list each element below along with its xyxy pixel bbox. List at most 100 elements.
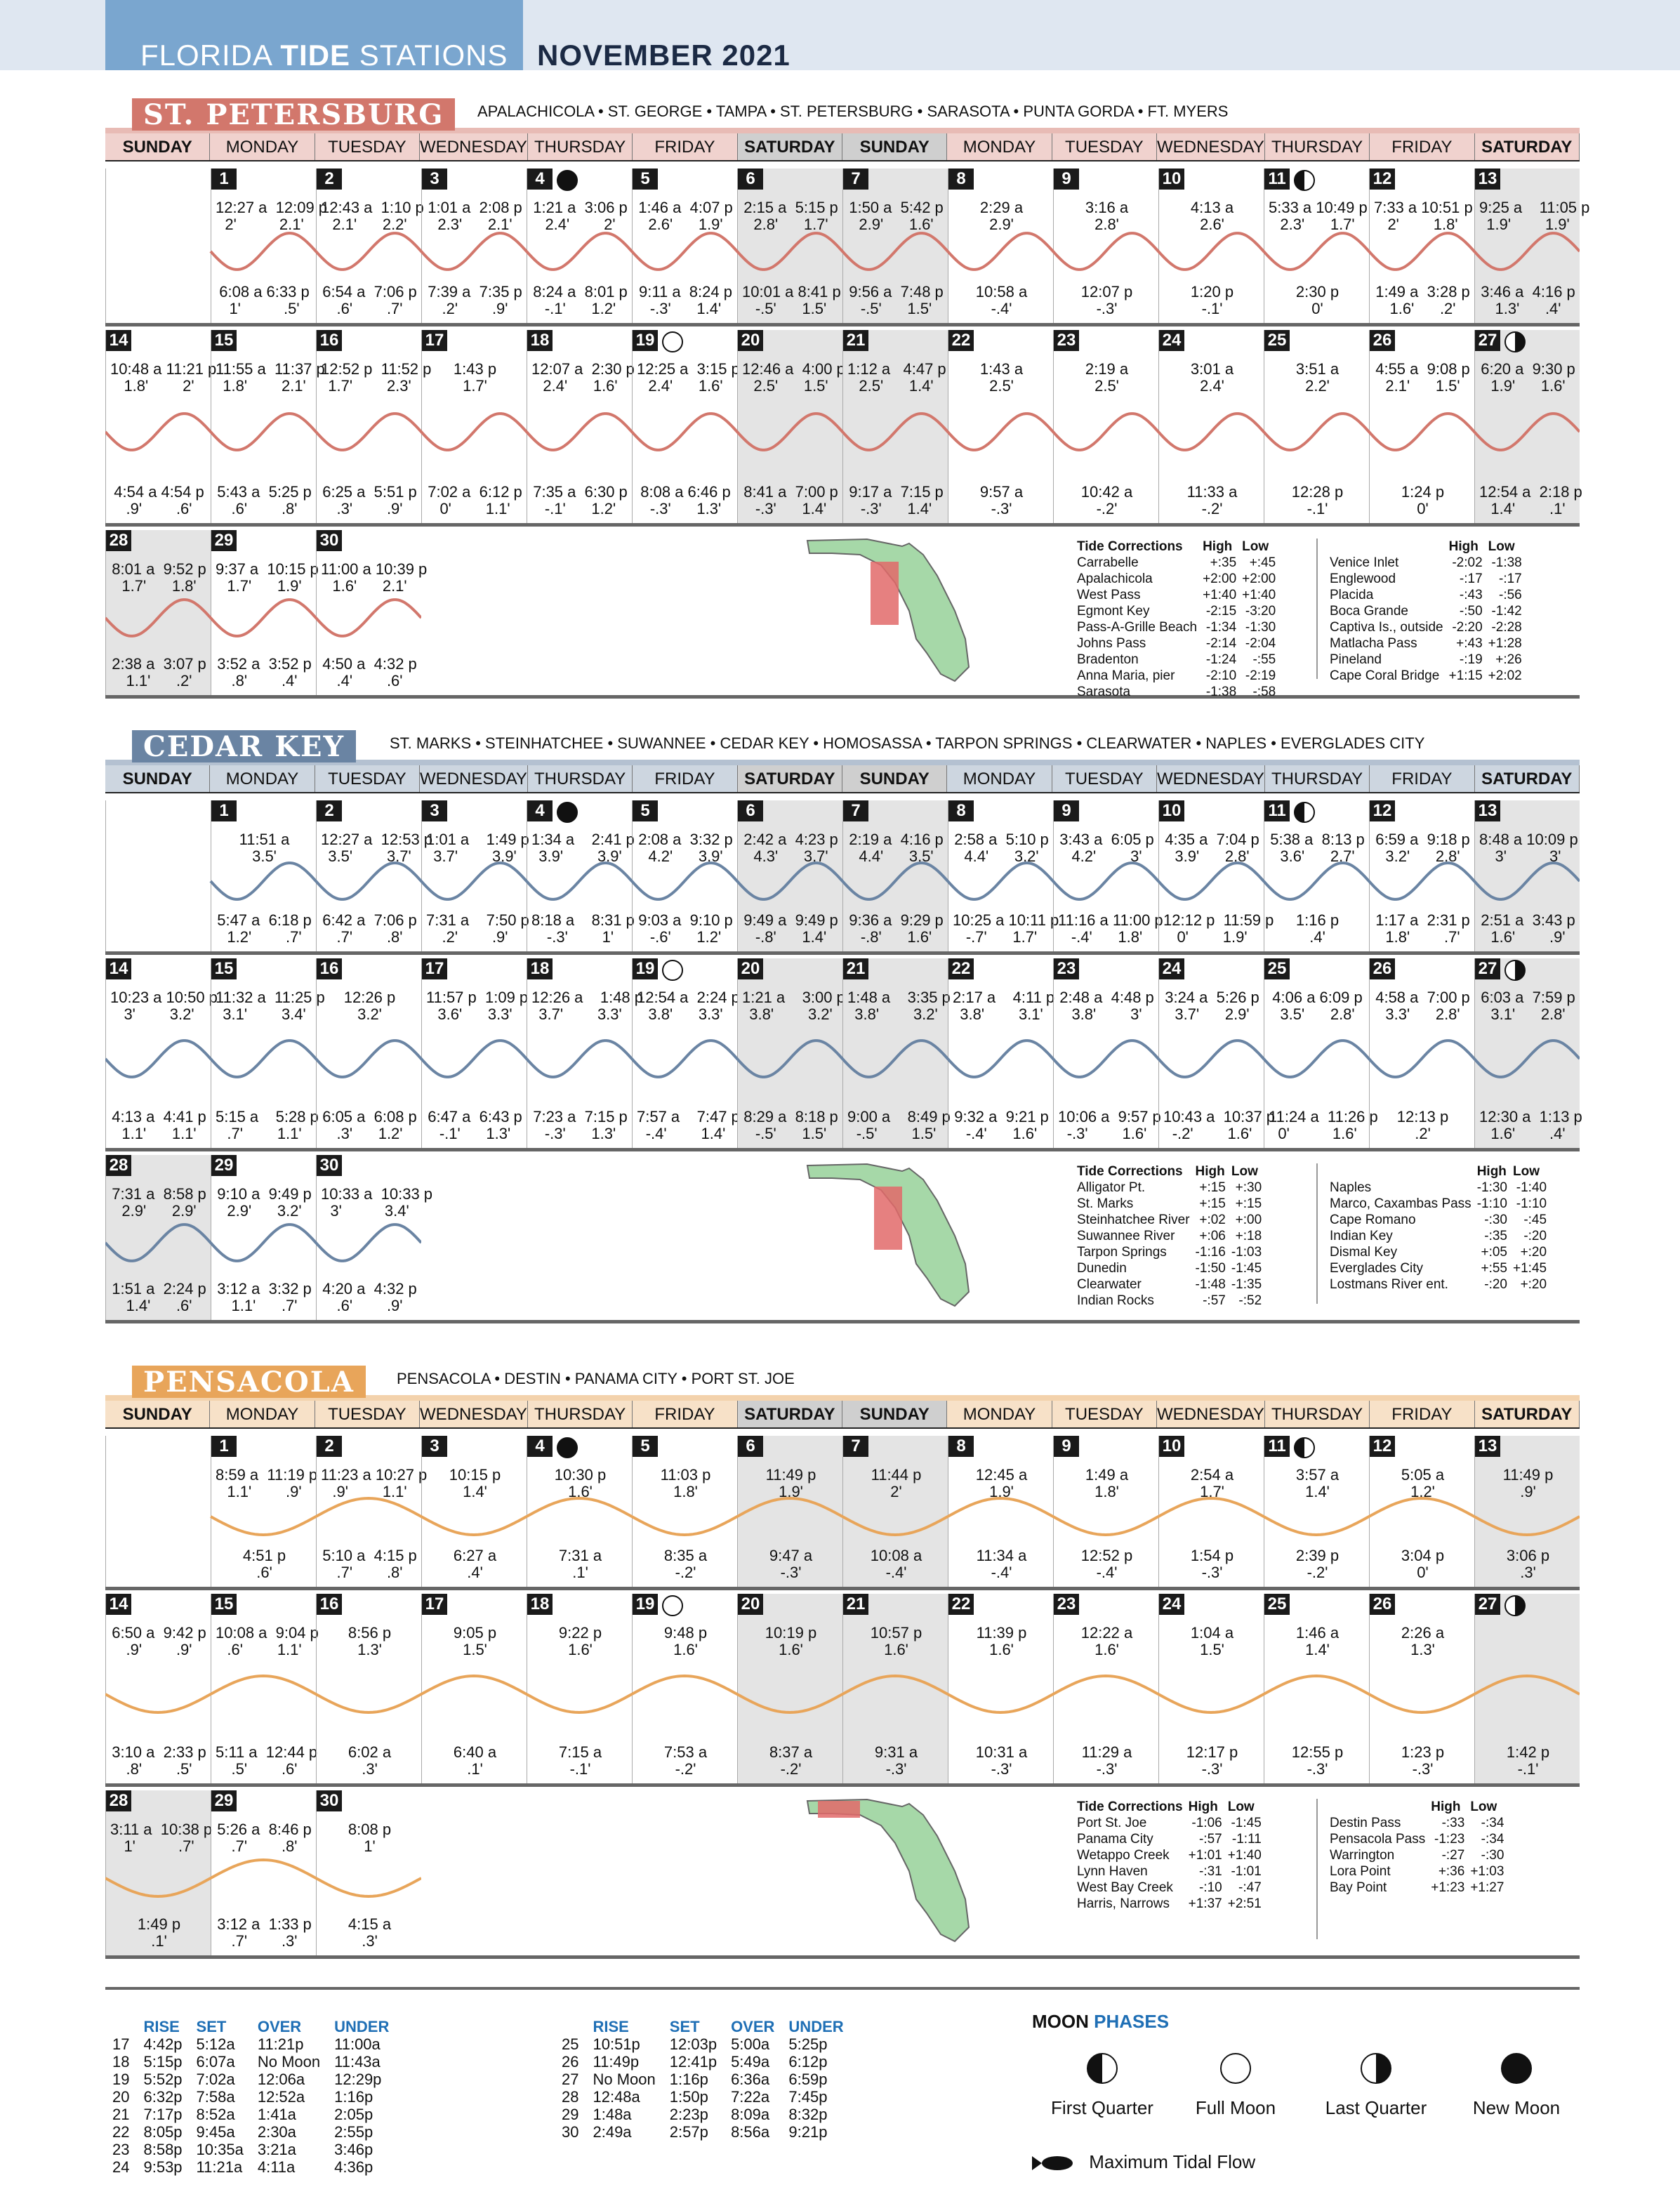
low-tide-times: 5:47 a 6:18 p 1.2' .7' (217, 911, 312, 946)
last-moon-icon (1504, 1595, 1526, 1616)
tide-wave (105, 412, 1580, 451)
high-tide-times: 11:44 p 2' (871, 1466, 922, 1500)
correction-offset: +:36 (1438, 1864, 1465, 1879)
date-number: 17 (422, 1594, 447, 1615)
correction-offset: -1:06 (1191, 1816, 1222, 1830)
correction-offset: -3:20 (1245, 604, 1276, 619)
correction-offset: -2:19 (1245, 668, 1276, 683)
date-number: 10 (1159, 1436, 1184, 1457)
corrections-title (1327, 1799, 1428, 1815)
corrections-header: Low (1231, 1164, 1258, 1179)
correction-offset: -1:40 (1516, 1180, 1547, 1195)
correction-station: Everglades City (1330, 1261, 1424, 1276)
day-name: FRIDAY (633, 765, 738, 792)
corrections-divider (1316, 539, 1318, 679)
date-number: 29 (211, 1155, 237, 1176)
day-name: TUESDAY (1052, 133, 1157, 160)
day-cell: 16 8:56 p 1.3' 6:02 a .3' (316, 1594, 421, 1783)
date-number: 22 (948, 330, 974, 351)
moon-table-day: 20 (112, 2088, 130, 2106)
correction-offset: -:57 (1198, 1832, 1222, 1847)
moon-times-left: RISE SET OVER UNDER 17 4:42p 5:12a 11:21p 11:00a… (105, 2018, 396, 2176)
high-tide-times: 1:43 p 1.7' (453, 360, 497, 395)
date-number: 23 (1054, 958, 1079, 979)
moon-table-time: 2:30a (257, 2123, 296, 2141)
day-name: SUNDAY (105, 133, 211, 160)
moon-table-time: 12:48a (593, 2088, 640, 2106)
low-tide-times: 9:49 a 9:49 p -.8' 1.4' (743, 911, 838, 946)
high-tide-times: 10:57 p 1.6' (870, 1624, 922, 1658)
date-number: 14 (106, 1594, 131, 1615)
day-name: TUESDAY (1052, 1401, 1157, 1427)
day-name: MONDAY (210, 133, 315, 160)
high-tide-times: 12:07 a 2:30 p 2.4' 1.6' (531, 360, 635, 395)
date-number: 25 (1264, 958, 1290, 979)
date-number: 11 (1264, 800, 1290, 821)
correction-offset: +2:00 (1242, 572, 1276, 586)
moon-table-header: SET (669, 2018, 700, 2035)
moon-table-time: 1:48a (593, 2106, 632, 2123)
low-tide-times: 8:37 a -.2' (769, 1743, 813, 1778)
date-number: 17 (422, 330, 447, 351)
low-tide-times: 10:58 a -.4' (975, 283, 1028, 317)
date-number: 25 (1264, 330, 1290, 351)
legend-first-quarter: First Quarter (1032, 2053, 1172, 2119)
day-cell: 25 3:51 a 2.2' 12:28 p -.1' (1264, 330, 1369, 523)
high-tide-times: 1:01 a 2:08 p 2.3' 2.1' (428, 199, 522, 233)
correction-station: Indian Key (1330, 1229, 1393, 1243)
corrections-header: High (1188, 1800, 1218, 1814)
moon-table-day: 24 (112, 2158, 130, 2176)
moon-table-day: 27 (562, 2071, 579, 2088)
correction-offset: -:34 (1481, 1832, 1504, 1847)
week-row: 1 8:59 a 11:19 p 1.1' .9' 4:51 p .6' 2 11:23… (105, 1436, 1580, 1590)
high-tide-times: 12:52 p 11:52 p 1.7' 2.3' (321, 360, 432, 395)
correction-offset: +:00 (1235, 1213, 1262, 1227)
correction-offset: +:35 (1210, 555, 1237, 570)
day-cell: 3 1:01 a 1:49 p 3.7' 3.9' 7:31 a 7:50 p .2… (421, 800, 529, 951)
high-tide-times: 2:42 a 4:23 p 4.3' 3.7' (743, 831, 838, 865)
day-cell: 19 12:25 a 3:15 p 2.4' 1.6' 8:08 a 6:46 p … (632, 330, 740, 523)
high-tide-times: 10:08 a 9:04 p .6' 1.1' (216, 1624, 319, 1658)
correction-offset: +2:00 (1203, 572, 1237, 586)
correction-station: Englewood (1330, 572, 1396, 586)
day-cell: 30 10:33 a 10:33 p 3' 3.4' 4:20 a 4:32 p .… (316, 1155, 432, 1320)
day-name: THURSDAY (528, 133, 633, 160)
tide-wave (105, 598, 421, 638)
moon-table-time: 6:59p (788, 2071, 828, 2088)
date-number: 13 (1475, 800, 1500, 821)
day-name: THURSDAY (528, 1401, 633, 1427)
date-number: 27 (1475, 958, 1500, 979)
low-tide-times: 12:52 p -.4' (1080, 1547, 1133, 1581)
low-tide-times: 8:08 a 6:46 p -.3' 1.3' (640, 483, 731, 517)
low-tide-times: 11:24 a 11:26 p 0' 1.6' (1269, 1108, 1378, 1142)
high-tide-times: 8:08 p 1' (348, 1821, 392, 1855)
tide-section-cedar: CEDAR KEY ST. MARKS • STEINHATCHEE • SUWA… (105, 730, 1582, 1348)
low-tide-times: 10:08 a -.4' (870, 1547, 922, 1581)
low-tide-times: 12:12 p 11:59 p 0' 1.9' (1163, 911, 1274, 946)
day-cell: 26 4:55 a 9:08 p 2.1' 1.5' 1:24 p 0' (1369, 330, 1474, 523)
date-number: 29 (211, 1790, 237, 1811)
brand-box (105, 0, 523, 70)
correction-offset: -2:04 (1245, 636, 1276, 651)
correction-offset: +:15 (1199, 1180, 1226, 1195)
date-number: 3 (422, 169, 447, 190)
moon-table-time: 5:12a (196, 2035, 235, 2053)
moon-table-day: 29 (562, 2106, 579, 2123)
moon-table-time: 1:41a (257, 2106, 296, 2123)
last-moon-icon (1504, 331, 1526, 352)
section-title: PENSACOLA (132, 1366, 366, 1398)
day-cell: 28 3:11 a 10:38 p 1' .7' 1:49 p .1' (105, 1790, 212, 1955)
day-name: THURSDAY (1265, 1401, 1370, 1427)
low-tide-times: 6:54 a 7:06 p .6' .7' (322, 283, 417, 317)
moon-table-time: 9:53p (143, 2158, 183, 2176)
high-tide-times: 1:21 a 3:00 p 3.8' 3.2' (742, 989, 845, 1023)
moon-table-time: 4:11a (257, 2158, 296, 2176)
day-name: WEDNESDAY (1157, 133, 1265, 160)
correction-offset: +1:40 (1203, 588, 1237, 602)
date-number: 4 (527, 169, 553, 190)
high-tide-times: 11:00 a 10:39 p 1.6' 2.1' (321, 560, 428, 595)
moon-table-time: 9:45a (196, 2123, 235, 2141)
high-tide-times: 6:50 a 9:42 p .9' .9' (112, 1624, 206, 1658)
day-cell: 17 1:43 p 1.7' 7:02 a 6:12 p 0' 1.1' (421, 330, 527, 523)
low-tide-times: 5:43 a 5:25 p .6' .8' (217, 483, 312, 517)
